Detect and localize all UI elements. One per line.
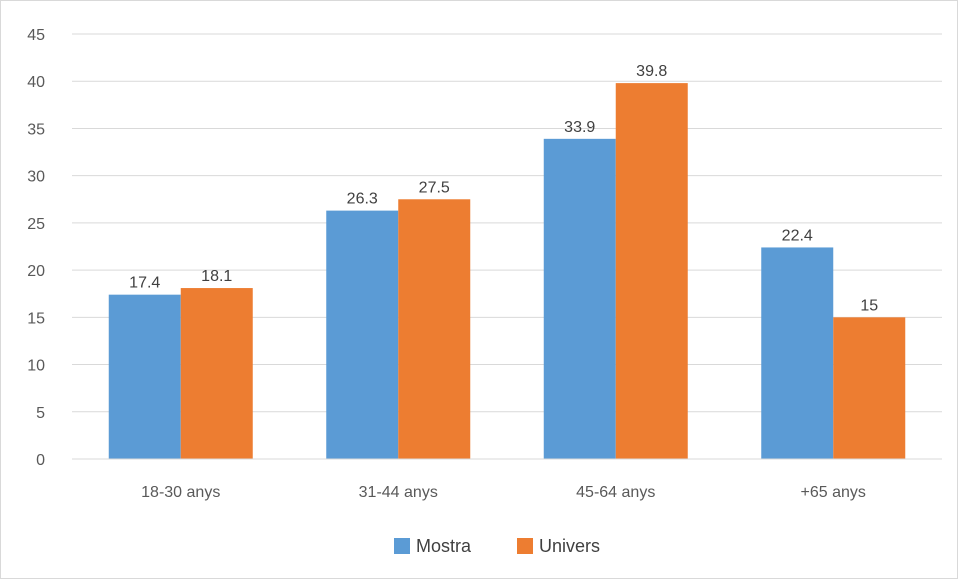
data-label: 27.5 — [419, 179, 450, 196]
x-tick-label: +65 anys — [801, 484, 866, 501]
y-tick-label: 5 — [36, 405, 45, 422]
data-label: 26.3 — [347, 191, 378, 208]
data-label: 33.9 — [564, 119, 595, 136]
y-axis: 0 5 10 15 20 25 30 35 40 45 — [27, 27, 45, 469]
bar-univers-1 — [398, 199, 471, 459]
data-label: 39.8 — [636, 63, 667, 80]
bar-mostra-0 — [108, 294, 181, 459]
y-tick-label: 45 — [27, 27, 45, 44]
bar-univers-0 — [180, 288, 253, 459]
bars — [108, 83, 906, 460]
y-tick-label: 35 — [27, 121, 45, 138]
bar-univers-2 — [615, 83, 688, 459]
legend-label-mostra: Mostra — [416, 536, 472, 556]
data-labels: 17.4 18.1 26.3 27.5 33.9 39.8 22.4 15 — [129, 63, 878, 314]
data-label: 18.1 — [201, 268, 232, 285]
y-tick-label: 0 — [36, 452, 45, 469]
legend-swatch-mostra — [394, 538, 410, 554]
data-label: 22.4 — [782, 227, 813, 244]
y-tick-label: 25 — [27, 216, 45, 233]
data-label: 17.4 — [129, 275, 160, 292]
legend-label-univers: Univers — [539, 536, 600, 556]
bar-mostra-1 — [326, 210, 399, 459]
y-tick-label: 10 — [27, 358, 45, 375]
y-tick-label: 30 — [27, 169, 45, 186]
y-tick-label: 20 — [27, 263, 45, 280]
legend: Mostra Univers — [394, 536, 600, 556]
x-axis: 18-30 anys 31-44 anys 45-64 anys +65 anys — [72, 458, 942, 501]
x-tick-label: 31-44 anys — [359, 484, 438, 501]
legend-swatch-univers — [517, 538, 533, 554]
bar-mostra-2 — [543, 138, 616, 460]
x-tick-label: 18-30 anys — [141, 484, 220, 501]
data-label: 15 — [860, 297, 878, 314]
bar-mostra-3 — [761, 247, 834, 459]
y-tick-label: 40 — [27, 74, 45, 91]
x-tick-label: 45-64 anys — [576, 484, 655, 501]
y-tick-label: 15 — [27, 310, 45, 327]
bar-univers-3 — [833, 317, 906, 459]
